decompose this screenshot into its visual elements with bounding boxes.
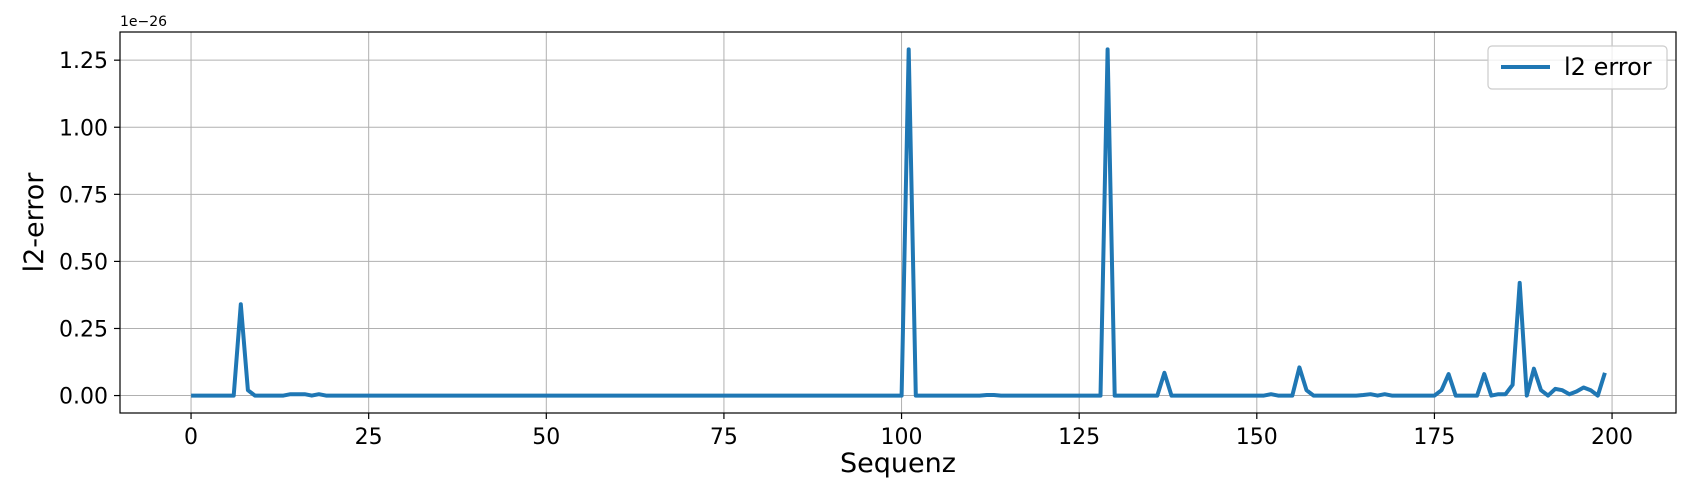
x-tick-label: 125 bbox=[1058, 425, 1100, 450]
y-axis: 0.00 0.25 0.50 0.75 1.00 1.25 bbox=[59, 49, 120, 410]
x-axis: 0 25 50 75 100 125 150 175 200 bbox=[184, 413, 1633, 450]
x-tick-label: 0 bbox=[184, 425, 198, 450]
x-tick-label: 175 bbox=[1413, 425, 1455, 450]
x-tick-label: 50 bbox=[532, 425, 560, 450]
y-tick-label: 0.25 bbox=[59, 317, 108, 342]
legend-box bbox=[1487, 45, 1668, 90]
x-tick-label: 150 bbox=[1236, 425, 1278, 450]
y-axis-title: l2-error bbox=[19, 172, 50, 273]
x-tick-label: 75 bbox=[710, 425, 738, 450]
legend-label: l2 error bbox=[1564, 53, 1652, 81]
y-tick-label: 0.50 bbox=[59, 250, 108, 275]
y-axis-offset-label: 1e−26 bbox=[120, 14, 167, 30]
y-tick-label: 0.00 bbox=[59, 385, 108, 410]
x-tick-label: 100 bbox=[881, 425, 923, 450]
x-tick-label: 200 bbox=[1591, 425, 1633, 450]
series-line bbox=[191, 47, 1607, 398]
legend: l2 error bbox=[1487, 45, 1668, 90]
x-axis-title: Sequenz bbox=[840, 448, 956, 479]
y-tick-label: 1.25 bbox=[59, 49, 108, 74]
series-layer bbox=[191, 47, 1607, 398]
plot-frame bbox=[119, 31, 1677, 414]
x-tick-label: 25 bbox=[355, 425, 383, 450]
y-tick-label: 0.75 bbox=[59, 183, 108, 208]
y-tick-label: 1.00 bbox=[59, 116, 108, 141]
grid bbox=[120, 32, 1676, 413]
